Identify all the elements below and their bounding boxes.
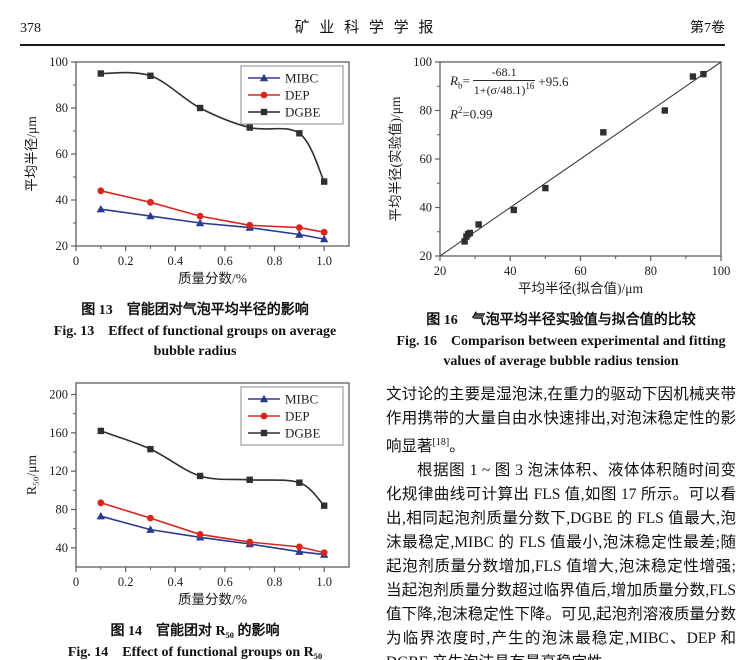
body-text: 文讨论的主要是湿泡沫,在重力的驱动下因机械夹带作用携带的大量自由水快速排出,对泡… xyxy=(386,383,736,660)
equation-fraction: -68.1 1+(σ/48.1)16 xyxy=(472,65,536,98)
equation-tail: +95.6 xyxy=(538,73,569,89)
svg-text:60: 60 xyxy=(56,147,69,161)
fig16-scatter-chart: 20 40 60 80 100 20 40 60 80 100 平均半径(拟合值)/μm 平均半径(实… xyxy=(388,55,731,296)
fig14-caption-zh: 图 14 官能团对 R₅₀ 的影响 xyxy=(110,623,280,639)
svg-text:质量分数/%: 质量分数/% xyxy=(178,592,247,607)
fig13-caption-zh: 图 13 官能团对气泡平均半径的影响 xyxy=(81,303,309,318)
page-header: 378 矿 业 科 学 学 报 第7卷 xyxy=(20,16,725,46)
svg-text:40: 40 xyxy=(56,193,69,207)
svg-text:80: 80 xyxy=(645,264,658,278)
svg-text:R₅₀/μm: R₅₀/μm xyxy=(24,454,39,494)
svg-text:0.2: 0.2 xyxy=(118,575,134,589)
fig13-line-chart: 0 0.2 0.4 0.6 0.8 1.0 20 40 60 80 100 质量分数/% 平均半径/μm… xyxy=(24,55,350,286)
svg-text:0.6: 0.6 xyxy=(217,254,233,268)
left-column: 0 0.2 0.4 0.6 0.8 1.0 20 40 60 80 100 质量分数/% 平均半径/μm… xyxy=(22,52,368,660)
figure-14-caption: 图 14 官能团对 R₅₀ 的影响 Fig. 14 Effect of func… xyxy=(22,620,368,660)
fig16-caption-en: Fig. 16 Comparison between experimental … xyxy=(396,334,726,370)
svg-text:DEP: DEP xyxy=(285,88,310,103)
svg-text:20: 20 xyxy=(434,264,447,278)
svg-text:DEP: DEP xyxy=(285,408,310,423)
svg-text:0.8: 0.8 xyxy=(267,575,283,589)
svg-text:20: 20 xyxy=(420,249,433,263)
svg-text:质量分数/%: 质量分数/% xyxy=(178,271,247,286)
svg-text:120: 120 xyxy=(49,464,68,478)
fig13-caption-en: Fig. 13 Effect of functional groups on a… xyxy=(53,324,337,360)
svg-text:1.0: 1.0 xyxy=(316,254,332,268)
figure-16-caption: 图 16 气泡平均半径实验值与拟合值的比较 Fig. 16 Comparison… xyxy=(386,309,736,373)
journal-title: 矿 业 科 学 学 报 xyxy=(294,20,437,36)
svg-text:100: 100 xyxy=(413,55,432,69)
svg-text:0.4: 0.4 xyxy=(167,575,183,589)
svg-text:100: 100 xyxy=(712,264,731,278)
svg-text:DGBE: DGBE xyxy=(285,105,320,120)
r-squared-value: R2=0.99 xyxy=(450,104,493,121)
fit-equation-annotation: Rb= -68.1 1+(σ/48.1)16 +95.6 R2=0.99 xyxy=(450,65,569,122)
svg-text:平均半径(实验值)/μm: 平均半径(实验值)/μm xyxy=(388,96,403,221)
figure-16-block: 20 40 60 80 100 20 40 60 80 100 平均半径(拟合值)/μm 平均半径(实… xyxy=(386,52,736,305)
svg-text:0: 0 xyxy=(73,575,79,589)
volume-label: 第7卷 xyxy=(689,21,725,36)
paragraph-fls-discussion: 根据图 1 ~ 图 3 泡沫体积、液体体积随时间变化规律曲线可计算出 FLS 值… xyxy=(386,461,736,660)
svg-text:0.4: 0.4 xyxy=(167,254,183,268)
svg-text:平均半径(拟合值)/μm: 平均半径(拟合值)/μm xyxy=(518,281,643,296)
reference-superscript: [18] xyxy=(432,436,450,448)
svg-text:20: 20 xyxy=(56,239,69,253)
svg-text:DGBE: DGBE xyxy=(285,425,320,440)
svg-text:100: 100 xyxy=(49,55,68,69)
fraction-denominator: 1+(σ/48.1)16 xyxy=(472,79,536,97)
right-column: 20 40 60 80 100 20 40 60 80 100 平均半径(拟合值)/μm 平均半径(实… xyxy=(386,52,736,660)
svg-text:1.0: 1.0 xyxy=(316,575,332,589)
page-number: 378 xyxy=(20,21,41,36)
fig16-caption-zh: 图 16 气泡平均半径实验值与拟合值的比较 xyxy=(426,313,696,328)
figure-14-block: 0 0.2 0.4 0.6 0.8 1.0 40 80 120 160 200 质量分数/% R₅₀/μ… xyxy=(22,373,368,616)
svg-text:0.2: 0.2 xyxy=(118,254,134,268)
paragraph-continuation: 文讨论的主要是湿泡沫,在重力的驱动下因机械夹带作用携带的大量自由水快速排出,对泡… xyxy=(386,385,736,455)
svg-text:80: 80 xyxy=(56,101,69,115)
svg-text:60: 60 xyxy=(574,264,587,278)
svg-text:200: 200 xyxy=(49,387,68,401)
fig14-caption-en: Fig. 14 Effect of functional groups on R… xyxy=(67,644,323,660)
fit-equation: Rb= -68.1 1+(σ/48.1)16 +95.6 xyxy=(450,65,569,98)
svg-text:40: 40 xyxy=(56,540,69,554)
svg-text:MIBC: MIBC xyxy=(285,391,318,406)
fig14-line-chart: 0 0.2 0.4 0.6 0.8 1.0 40 80 120 160 200 质量分数/% R₅₀/μ… xyxy=(24,381,350,607)
svg-text:0.6: 0.6 xyxy=(217,575,233,589)
figure-13-caption: 图 13 官能团对气泡平均半径的影响 Fig. 13 Effect of fun… xyxy=(22,299,368,363)
svg-text:40: 40 xyxy=(420,201,433,215)
svg-text:0.8: 0.8 xyxy=(267,254,283,268)
fraction-numerator: -68.1 xyxy=(491,65,517,79)
svg-text:60: 60 xyxy=(420,152,433,166)
equation-lhs: Rb= xyxy=(450,73,470,91)
figure-13-block: 0 0.2 0.4 0.6 0.8 1.0 20 40 60 80 100 质量分数/% 平均半径/μm… xyxy=(22,52,368,295)
svg-text:MIBC: MIBC xyxy=(285,71,318,86)
svg-text:40: 40 xyxy=(504,264,517,278)
svg-text:平均半径/μm: 平均半径/μm xyxy=(24,116,39,192)
svg-text:80: 80 xyxy=(420,104,433,118)
svg-text:0: 0 xyxy=(73,254,79,268)
svg-text:80: 80 xyxy=(56,502,69,516)
svg-text:160: 160 xyxy=(49,425,68,439)
